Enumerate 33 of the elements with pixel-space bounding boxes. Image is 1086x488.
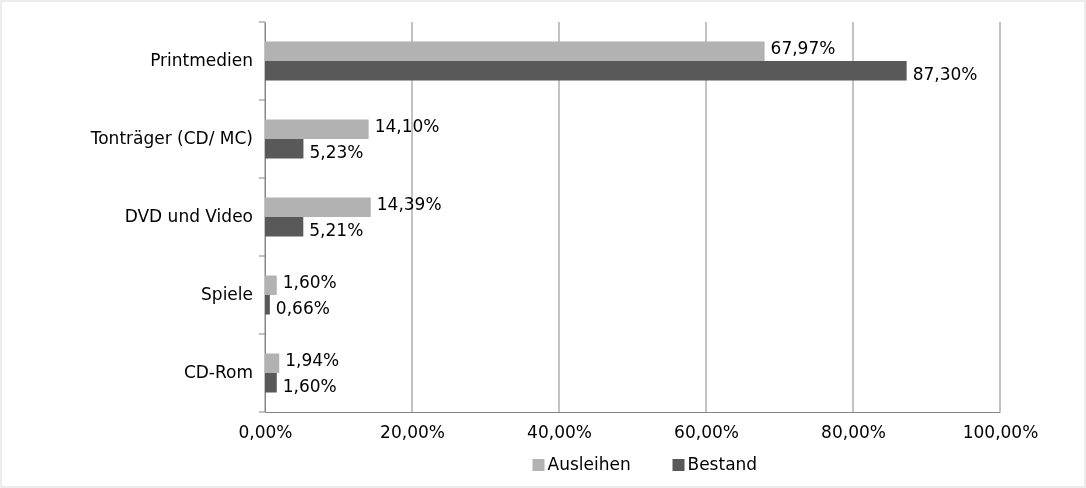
bar [265, 295, 270, 315]
bar [265, 373, 277, 393]
data-label: 14,10% [374, 116, 440, 137]
bar [265, 275, 277, 295]
y-tick-label: Tonträger (CD/ MC) [89, 128, 253, 149]
data-label: 5,23% [309, 141, 364, 162]
data-label: 5,21% [309, 219, 364, 240]
data-label: 0,66% [275, 297, 330, 318]
x-tick-label: 20,00% [380, 422, 445, 443]
x-tick-label: 60,00% [674, 422, 739, 443]
x-tick-label: 0,00% [238, 422, 293, 443]
data-label: 1,94% [285, 350, 340, 371]
data-label: 87,30% [912, 63, 978, 84]
bar [265, 61, 907, 81]
data-label: 67,97% [770, 38, 836, 59]
data-label: 14,39% [376, 194, 442, 215]
data-label: 1,60% [282, 272, 337, 293]
x-tick-label: 40,00% [527, 422, 592, 443]
y-tick-label: DVD und Video [124, 206, 253, 227]
x-tick-label: 100,00% [962, 422, 1039, 443]
legend-label: Bestand [687, 454, 758, 474]
x-tick-label: 80,00% [821, 422, 886, 443]
legend-label: Ausleihen [547, 454, 631, 474]
bar [265, 197, 371, 217]
bar [265, 353, 280, 373]
y-tick-label: Spiele [201, 284, 253, 305]
bar [265, 139, 304, 159]
data-label: 1,60% [282, 375, 337, 396]
bar [265, 119, 369, 139]
y-tick-label: Printmedien [150, 50, 253, 71]
bar [265, 41, 765, 61]
bar [265, 217, 304, 237]
y-tick-label: CD-Rom [183, 362, 253, 383]
